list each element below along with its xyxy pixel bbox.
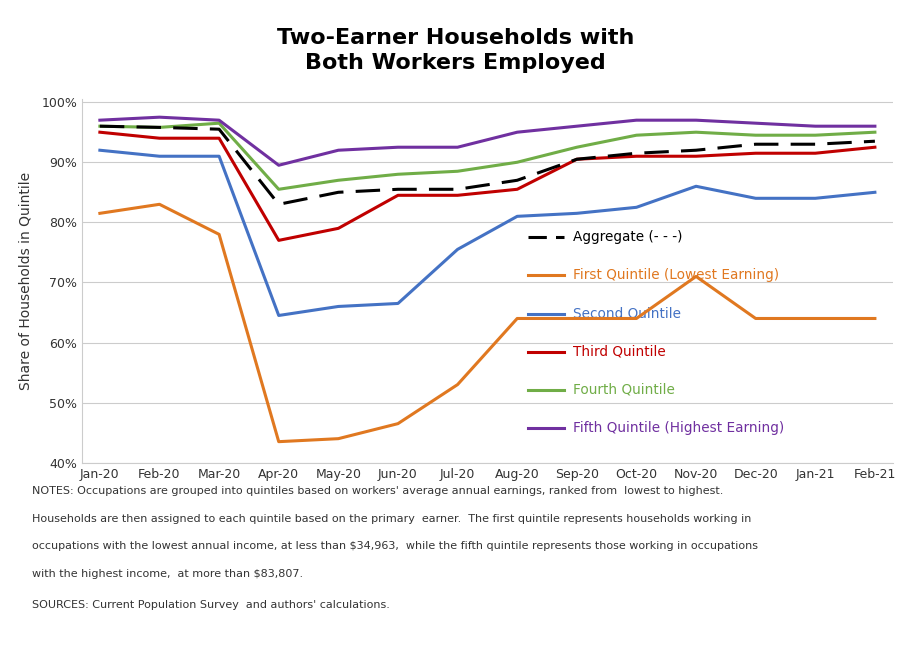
Text: Second Quintile: Second Quintile — [572, 307, 681, 321]
Text: NOTES: Occupations are grouped into quintiles based on workers' average annual e: NOTES: Occupations are grouped into quin… — [32, 486, 723, 496]
Text: with the highest income,  at more than $83,807.: with the highest income, at more than $8… — [32, 569, 303, 579]
Text: Third Quintile: Third Quintile — [572, 345, 665, 359]
Text: of: of — [144, 634, 157, 647]
Text: First Quintile (Lowest Earning): First Quintile (Lowest Earning) — [572, 268, 779, 282]
Y-axis label: Share of Households in Quintile: Share of Households in Quintile — [19, 172, 33, 390]
Text: Households are then assigned to each quintile based on the primary  earner.  The: Households are then assigned to each qui… — [32, 514, 752, 524]
Text: Fifth Quintile (Highest Earning): Fifth Quintile (Highest Earning) — [572, 421, 783, 435]
Text: St. Louis: St. Louis — [161, 634, 218, 647]
Text: Two-Earner Households with
Both Workers Employed: Two-Earner Households with Both Workers … — [277, 28, 634, 73]
Text: SOURCES: Current Population Survey  and authors' calculations.: SOURCES: Current Population Survey and a… — [32, 600, 390, 610]
Text: Aggregate (- - -): Aggregate (- - -) — [572, 230, 682, 245]
Text: Fourth Quintile: Fourth Quintile — [572, 383, 674, 397]
Text: occupations with the lowest annual income, at less than $34,963,  while the fift: occupations with the lowest annual incom… — [32, 541, 758, 551]
Text: Federal Reserve Bank: Federal Reserve Bank — [11, 634, 159, 647]
